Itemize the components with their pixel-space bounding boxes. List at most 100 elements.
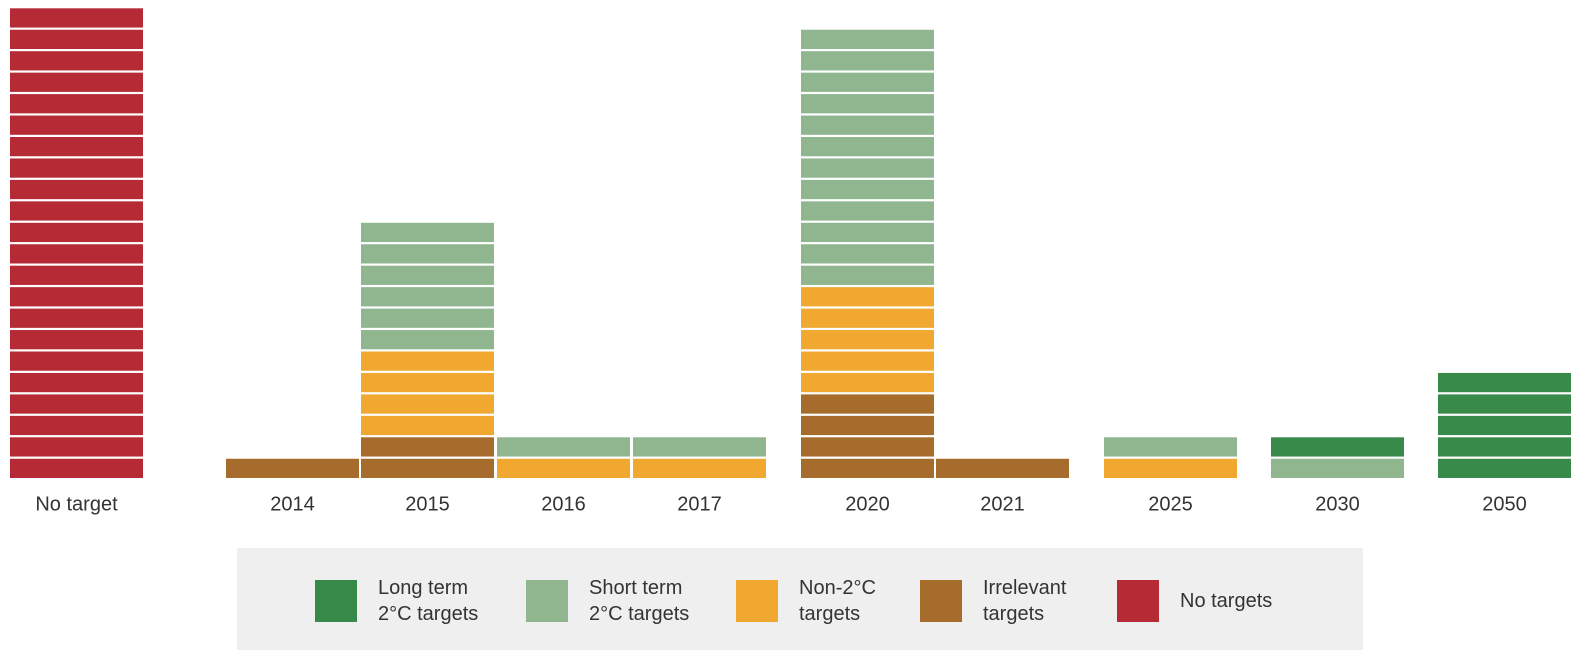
segment	[801, 287, 934, 393]
legend-swatch	[920, 580, 962, 622]
unit-block	[801, 51, 934, 71]
unit-block	[633, 437, 766, 457]
legend-label: Irrelevant targets	[983, 577, 1067, 625]
x-tick-label: No target	[35, 493, 118, 515]
unit-block	[801, 415, 934, 436]
segment	[633, 458, 766, 478]
unit-block	[10, 351, 143, 371]
unit-block	[801, 94, 934, 114]
segment	[361, 351, 494, 436]
unit-block	[801, 72, 934, 92]
unit-block	[10, 179, 143, 200]
unit-block	[361, 244, 494, 264]
unit-block	[801, 372, 934, 393]
segment	[1104, 437, 1237, 457]
segment	[361, 437, 494, 478]
x-tick-label: 2025	[1148, 493, 1193, 515]
segment	[10, 8, 143, 478]
segment	[1271, 437, 1404, 457]
x-tick-label: 2014	[270, 493, 315, 515]
x-tick-label: 2017	[677, 493, 722, 515]
unit-block	[1104, 458, 1237, 478]
unit-block	[361, 287, 494, 307]
unit-block	[10, 115, 143, 135]
unit-block	[10, 72, 143, 92]
legend-swatch	[1117, 580, 1159, 622]
unit-block	[10, 222, 143, 243]
chart: No target 2014 2015 2016 2017 2020 2021 2025 203…	[10, 8, 1571, 515]
x-tick-label: 2020	[845, 493, 890, 515]
unit-block	[801, 308, 934, 328]
legend-label: Non-2°C targets	[799, 577, 876, 625]
unit-block	[361, 222, 494, 243]
unit-block	[10, 158, 143, 178]
segment	[801, 29, 934, 285]
unit-block	[10, 394, 143, 414]
unit-block	[361, 330, 494, 350]
unit-block	[1438, 458, 1571, 478]
unit-block	[10, 437, 143, 457]
segment	[936, 458, 1069, 478]
unit-block	[801, 115, 934, 135]
x-tick-label: 2016	[541, 493, 586, 515]
x-tick-label: 2050	[1482, 493, 1527, 515]
unit-block	[10, 51, 143, 71]
unit-block	[226, 458, 359, 478]
unit-block	[801, 330, 934, 350]
unit-block	[10, 137, 143, 157]
unit-block	[801, 222, 934, 243]
unit-block	[1104, 437, 1237, 457]
legend-swatch	[526, 580, 568, 622]
unit-block	[361, 458, 494, 478]
unit-block	[10, 29, 143, 49]
unit-block	[361, 372, 494, 393]
unit-block	[801, 394, 934, 414]
segment	[801, 394, 934, 478]
segment	[633, 437, 766, 457]
unit-block	[361, 351, 494, 371]
segment	[1438, 372, 1571, 478]
unit-block	[10, 287, 143, 307]
unit-block	[801, 351, 934, 371]
legend-label: Short term 2°C targets	[589, 577, 690, 625]
unit-block	[10, 372, 143, 393]
unit-block	[801, 137, 934, 157]
unit-block	[10, 8, 143, 28]
unit-block	[801, 287, 934, 307]
segment	[497, 458, 630, 478]
unit-block	[801, 437, 934, 457]
unit-block	[10, 244, 143, 264]
unit-block	[10, 308, 143, 328]
x-tick-label: 2015	[405, 493, 450, 515]
legend-swatch	[315, 580, 357, 622]
unit-block	[633, 458, 766, 478]
unit-block	[801, 201, 934, 221]
unit-block	[10, 458, 143, 478]
legend-label: Long term 2°C targets	[378, 577, 479, 625]
unit-block	[497, 437, 630, 457]
unit-block	[801, 265, 934, 285]
x-tick-label: 2021	[980, 493, 1025, 515]
unit-block	[801, 458, 934, 478]
unit-block	[10, 265, 143, 285]
segment	[361, 222, 494, 350]
legend-label: No targets	[1180, 590, 1273, 612]
unit-block	[361, 437, 494, 457]
unit-block	[1438, 372, 1571, 393]
unit-block	[801, 179, 934, 200]
unit-block	[361, 308, 494, 328]
unit-block	[361, 265, 494, 285]
unit-block	[801, 158, 934, 178]
unit-block	[936, 458, 1069, 478]
unit-block	[1271, 458, 1404, 478]
unit-block	[801, 29, 934, 49]
segment	[226, 458, 359, 478]
segment	[497, 437, 630, 457]
unit-block	[10, 201, 143, 221]
segment	[1271, 458, 1404, 478]
unit-block	[1271, 437, 1404, 457]
legend: Long term 2°C targets Short term 2°C targ…	[237, 548, 1363, 650]
unit-block	[801, 244, 934, 264]
segment	[1104, 458, 1237, 478]
